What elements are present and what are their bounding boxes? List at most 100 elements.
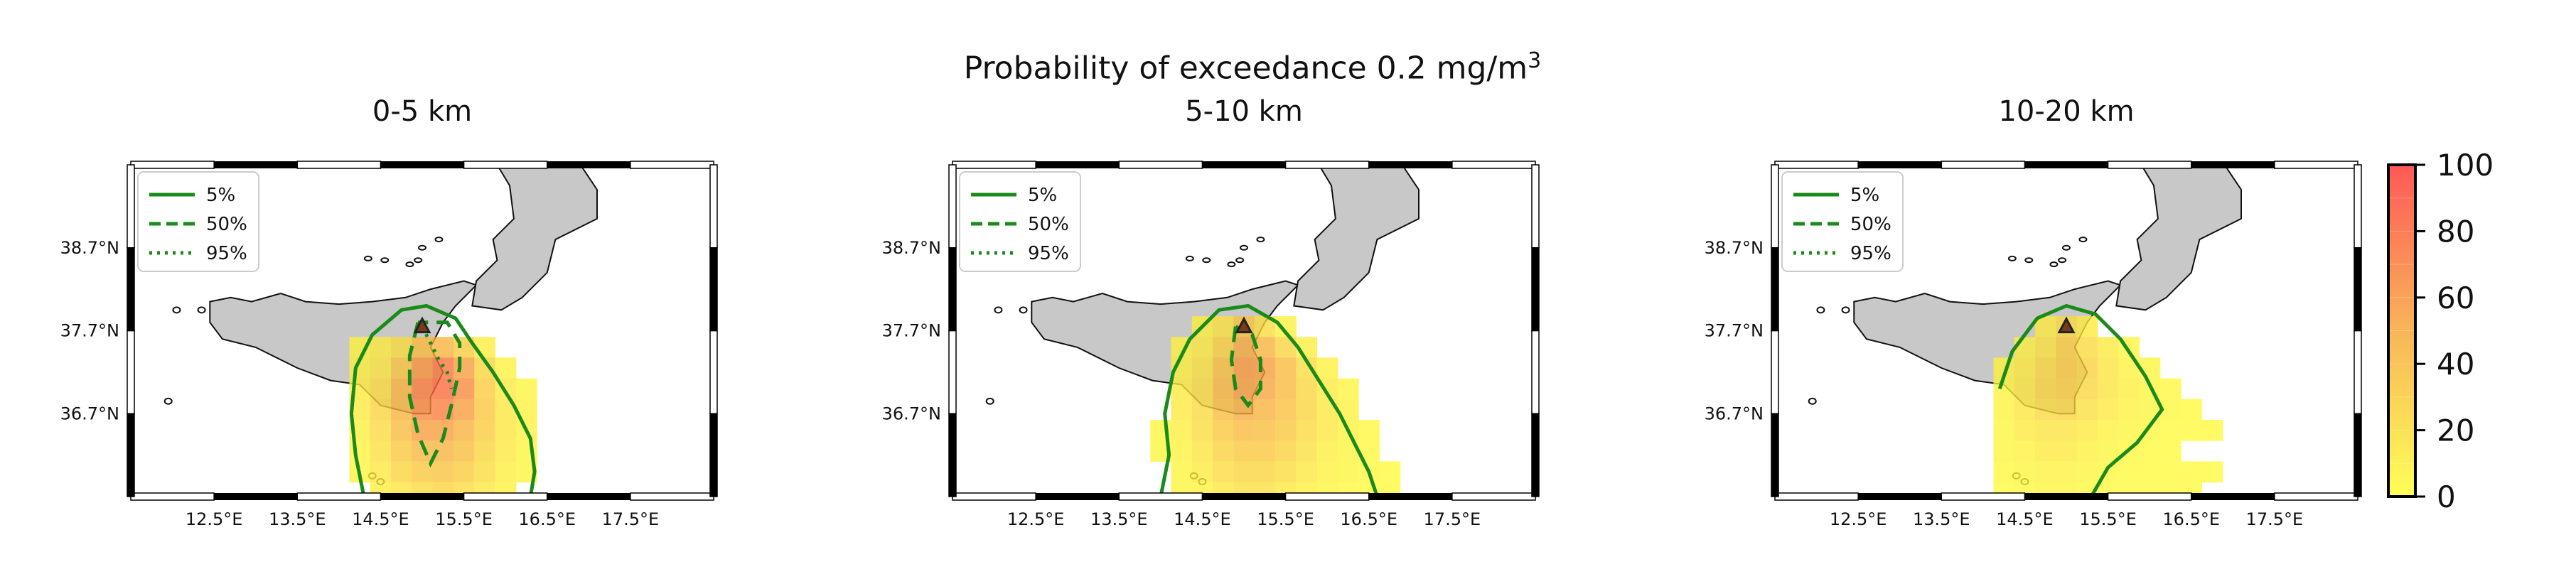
heatmap-cell <box>1993 378 2015 400</box>
heatmap-cell <box>2139 357 2161 379</box>
heatmap-cell <box>412 357 434 379</box>
figure-title-main: Probability of exceedance 0.2 mg/m <box>963 50 1528 87</box>
heatmap-cell <box>453 357 475 379</box>
heatmap-cell <box>391 482 412 497</box>
heatmap-cell <box>2014 357 2036 379</box>
legend-label: 5% <box>1850 185 1879 206</box>
heatmap-cell <box>2056 420 2078 441</box>
colorbar-tick-label: 80 <box>2437 214 2474 249</box>
x-tick-label: 12.5°E <box>1007 509 1065 529</box>
heatmap-cell <box>1274 378 1297 400</box>
heatmap-cell <box>412 399 434 421</box>
heatmap-cell <box>2159 420 2181 441</box>
heatmap-cell <box>2097 337 2119 359</box>
map-panel-2: 5-10 km 12.5°E 13.5°E 14.5°E 15.5°E 16.5°E 17.… <box>882 95 1540 529</box>
heatmap-cell <box>1254 482 1276 497</box>
heatmap-cell <box>1213 420 1234 441</box>
panel-title: 0-5 km <box>372 95 472 128</box>
heatmap-cell <box>2056 337 2078 359</box>
heatmap-cell <box>370 420 392 441</box>
y-tick-label: 36.7°N <box>60 404 119 423</box>
contour-p5 <box>1159 303 1379 497</box>
x-tick-label: 15.5°E <box>435 509 493 529</box>
colorbar: 0 20 40 60 80 100 <box>2387 148 2494 514</box>
legend-label: 50% <box>1028 214 1069 235</box>
heatmap-cell <box>1233 461 1255 483</box>
heatmap-cell <box>2159 461 2181 483</box>
heatmap-cell <box>432 461 454 483</box>
heatmap-cell <box>1337 378 1359 400</box>
heatmap-cell <box>1191 461 1213 483</box>
heatmap-cell <box>1213 440 1234 462</box>
heatmap-cell <box>1191 337 1213 359</box>
heatmap-cell <box>370 357 392 379</box>
x-tick-label: 13.5°E <box>269 509 326 529</box>
vent-marker <box>1235 316 1253 334</box>
heatmap-cell <box>2076 316 2098 337</box>
heatmap-cell <box>1296 378 1318 400</box>
heatmap-cell <box>495 461 517 483</box>
heatmap-cell <box>1233 357 1255 379</box>
heatmap-cell <box>412 337 434 359</box>
map-frame <box>127 161 718 501</box>
heatmap-cell <box>495 440 517 462</box>
heatmap-cell <box>432 482 454 497</box>
heatmap-cell <box>2035 482 2056 497</box>
legend-label: 5% <box>1028 185 1057 206</box>
heatmap-cell <box>1213 482 1234 497</box>
colorbar-tick-label: 100 <box>2437 148 2494 183</box>
map-frame <box>948 161 1540 501</box>
y-tick-label: 37.7°N <box>1705 321 1764 341</box>
heatmap-cell <box>1171 461 1193 483</box>
heatmap-cell <box>2201 420 2223 441</box>
heatmap-cell <box>391 440 412 462</box>
heatmap-cell <box>2014 378 2036 400</box>
contour-p5 <box>1997 303 2164 497</box>
heatmap-cell <box>2159 440 2181 462</box>
heatmap-cell <box>2118 399 2140 421</box>
heatmap-cell <box>370 440 392 462</box>
legend-label: 95% <box>1850 243 1891 264</box>
heatmap-cell <box>2035 420 2056 441</box>
x-tick-label: 12.5°E <box>1830 509 1887 529</box>
heatmap-cell <box>2014 461 2036 483</box>
heatmap-cell <box>2076 378 2098 400</box>
heatmap-cell <box>1213 461 1234 483</box>
x-tick-label: 17.5°E <box>602 509 660 529</box>
heatmap-cell <box>474 399 496 421</box>
heatmap-cell <box>2056 482 2078 497</box>
heatmap-cell <box>1191 440 1213 462</box>
heatmap-cell <box>2097 399 2119 421</box>
heatmap-cell <box>2056 399 2078 421</box>
heatmap-cell <box>1316 399 1338 421</box>
y-tick-label: 38.7°N <box>60 238 119 258</box>
legend: 5% 50% 95% <box>1781 171 1904 272</box>
heatmap-cell <box>2097 440 2119 462</box>
y-tick-label: 36.7°N <box>1705 404 1764 423</box>
heatmap-cell <box>412 482 434 497</box>
heatmap-cell <box>2035 357 2056 379</box>
heatmap-cell <box>2159 378 2181 400</box>
heatmap <box>349 337 537 497</box>
heatmap-cell <box>1316 420 1338 441</box>
heatmap-cell <box>474 440 496 462</box>
heatmap-cell <box>2056 440 2078 462</box>
contour-p5 <box>349 303 537 497</box>
heatmap-cell <box>2056 357 2078 379</box>
legend-label: 50% <box>1850 214 1891 235</box>
x-tick-label: 17.5°E <box>1424 509 1481 529</box>
figure-title: Probability of exceedance 0.2 mg/m3 <box>0 48 2505 87</box>
heatmap-cell <box>391 461 412 483</box>
colorbar-tick-label: 20 <box>2437 413 2474 448</box>
heatmap-cell <box>1274 461 1297 483</box>
heatmap-cell <box>391 420 412 441</box>
heatmap-cell <box>2118 461 2140 483</box>
vent-marker <box>2057 316 2076 334</box>
heatmap-cell <box>1337 461 1359 483</box>
heatmap-cell <box>453 461 475 483</box>
heatmap-cell <box>1213 378 1234 400</box>
heatmap-cell <box>2118 420 2140 441</box>
heatmap-cell <box>370 399 392 421</box>
heatmap-cell <box>495 357 517 379</box>
